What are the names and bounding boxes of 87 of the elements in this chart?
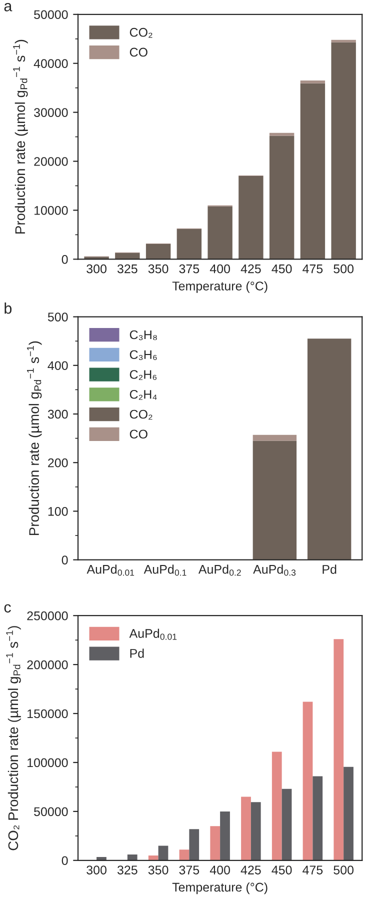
legend-label: CO <box>130 430 148 439</box>
x-tick-label: AuPd$_{0.1}$ <box>144 564 186 576</box>
bar <box>312 776 323 860</box>
x-tick-label: 300 <box>86 264 106 274</box>
legend-label: C₃H₈ <box>130 330 157 340</box>
x-tick-label: 475 <box>302 264 323 274</box>
bar <box>252 440 297 560</box>
x-tick-label: 325 <box>117 264 138 274</box>
y-tick-label: 200 <box>48 458 68 468</box>
x-tick-label: 400 <box>210 264 230 274</box>
x-tick-label: 475 <box>302 866 323 874</box>
chart-title: c <box>4 604 11 613</box>
chart-title: a <box>4 3 12 12</box>
bar <box>344 766 354 860</box>
legend-label: CO₂ <box>130 410 152 420</box>
x-tick-label: 375 <box>179 866 200 874</box>
x-tick-label: 450 <box>272 866 292 874</box>
legend-label: CO₂ <box>130 28 152 38</box>
bar <box>300 80 326 84</box>
legend-label: AuPd$_{0.01}$ <box>129 628 177 640</box>
x-tick-label: 450 <box>272 264 292 274</box>
y-tick-label: 40000 <box>34 59 68 68</box>
y-tick-label: 50000 <box>34 10 68 20</box>
bar <box>252 434 297 441</box>
x-tick-label: 500 <box>334 866 354 874</box>
x-tick-label: AuPd$_{0.2}$ <box>198 564 241 576</box>
x-tick-label: 350 <box>148 264 168 274</box>
bar <box>250 802 261 860</box>
bar <box>307 338 352 560</box>
x-tick-label: 375 <box>179 264 200 274</box>
y-tick-label: 200000 <box>27 660 68 670</box>
bar <box>189 829 200 860</box>
bar <box>302 702 313 860</box>
y-tick-label: 30000 <box>34 108 68 117</box>
bar <box>272 752 282 860</box>
y-axis-title: CO₂ Production rate (µmol g$_{Pd}$$^{−1}$ s$^{−1}$) <box>6 626 21 850</box>
bar <box>158 846 168 860</box>
bar <box>179 850 190 860</box>
x-tick-label: AuPd$_{0.01}$ <box>86 564 134 576</box>
x-tick-label: 400 <box>210 866 230 874</box>
x-tick-label: AuPd$_{0.3}$ <box>253 564 296 576</box>
bar <box>238 176 264 260</box>
bar <box>127 854 138 860</box>
bar <box>282 788 292 860</box>
chart-title: b <box>4 302 12 314</box>
y-tick-label: 100000 <box>28 758 68 768</box>
y-tick-label: 500 <box>48 312 68 322</box>
y-tick-label: 0 <box>62 856 68 866</box>
x-tick-label: Pd <box>322 564 336 574</box>
x-tick-label: 425 <box>240 264 261 274</box>
y-tick-label: 100 <box>48 507 68 516</box>
bar <box>300 83 326 260</box>
bar <box>334 639 344 860</box>
bar <box>208 206 232 260</box>
y-tick-label: 20000 <box>34 157 68 166</box>
x-axis-title: Temperature (°C) <box>172 882 268 894</box>
y-tick-label: 400 <box>48 361 68 370</box>
legend-label: C₂H₆ <box>130 370 157 380</box>
x-tick-label: 325 <box>117 866 138 874</box>
x-tick-label: 300 <box>86 866 106 874</box>
bar <box>210 826 220 860</box>
x-tick-label: 500 <box>334 264 354 274</box>
bar <box>269 132 294 136</box>
bar <box>220 811 230 860</box>
y-tick-label: 150000 <box>28 709 68 718</box>
y-axis-title: Production rate (µmol g$_{Pd}$$^{−1}$ s$^{−1}$) <box>13 40 28 234</box>
x-tick-label: 425 <box>240 866 261 874</box>
y-tick-label: 0 <box>62 556 68 564</box>
bar <box>148 856 158 860</box>
y-tick-label: 50000 <box>34 807 68 816</box>
y-tick-label: 10000 <box>34 206 68 215</box>
bar <box>176 228 202 260</box>
legend-label: CO <box>130 48 148 57</box>
y-tick-label: 0 <box>62 255 68 264</box>
y-tick-label: 300 <box>48 410 68 419</box>
bar <box>331 42 356 260</box>
legend-label: C₂H₄ <box>130 390 157 400</box>
bar <box>146 244 171 260</box>
y-axis-title: Production rate (µmol g$_{Pd}$$^{−1}$ s$^{−1}$) <box>27 341 42 536</box>
bar <box>269 136 294 260</box>
bar <box>331 40 356 42</box>
x-axis-title: Temperature (°C) <box>172 281 268 293</box>
legend-label: Pd <box>130 648 144 658</box>
y-tick-label: 250000 <box>27 611 68 620</box>
x-tick-label: 350 <box>148 866 168 874</box>
legend-label: C₃H₆ <box>130 350 157 360</box>
bar <box>241 796 251 860</box>
